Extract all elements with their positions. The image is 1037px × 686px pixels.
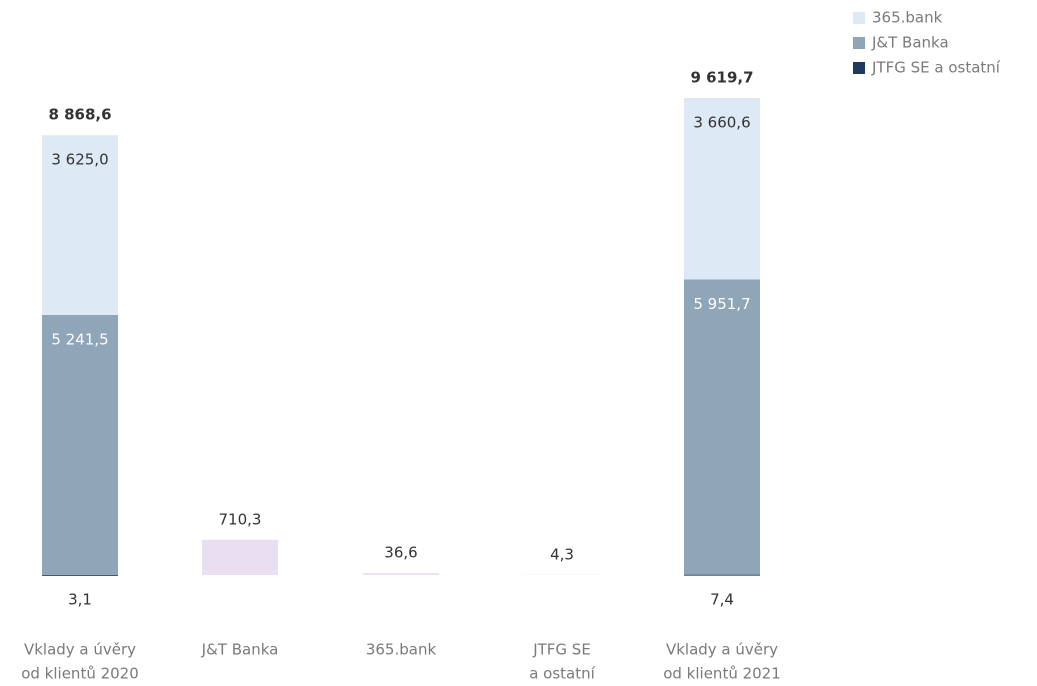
bar-segment <box>42 574 118 576</box>
value-label: 5 241,5 <box>51 330 108 348</box>
value-label: 710,3 <box>219 510 262 528</box>
total-label: 8 868,6 <box>48 106 111 124</box>
bar-segment <box>684 279 760 575</box>
value-label: 4,3 <box>550 545 574 563</box>
x-tick-label: a ostatní <box>529 665 595 683</box>
bar <box>202 539 278 575</box>
value-label: 5 951,7 <box>693 295 750 313</box>
legend-swatch <box>853 37 865 49</box>
value-label: 3,1 <box>68 591 92 609</box>
legend-swatch <box>853 62 865 74</box>
bar-segment <box>42 314 118 575</box>
value-label: 36,6 <box>384 544 417 562</box>
value-label: 3 625,0 <box>51 151 108 169</box>
legend-label: J&T Banka <box>871 34 949 52</box>
bar-segment <box>684 98 760 280</box>
value-label: 3 660,6 <box>693 114 750 132</box>
x-tick-label: Vklady a úvěry <box>666 641 778 659</box>
total-label: 9 619,7 <box>690 69 753 87</box>
legend-swatch <box>853 12 865 24</box>
legend-label: JTFG SE a ostatní <box>871 59 1001 77</box>
x-tick-label: od klientů 2020 <box>21 665 139 683</box>
bar <box>363 573 439 575</box>
x-tick-label: od klientů 2021 <box>663 665 781 683</box>
legend-label: 365.bank <box>872 9 943 27</box>
bar-segment <box>684 574 760 576</box>
x-tick-label: JTFG SE <box>532 641 591 659</box>
value-label: 7,4 <box>710 591 734 609</box>
x-tick-label: 365.bank <box>366 641 437 659</box>
x-tick-label: J&T Banka <box>201 641 279 659</box>
bar-segment <box>42 135 118 315</box>
x-tick-label: Vklady a úvěry <box>24 641 136 659</box>
